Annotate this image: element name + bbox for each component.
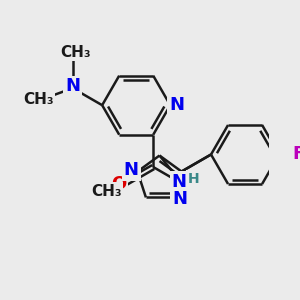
Text: CH₃: CH₃ [23,92,54,107]
Text: N: N [65,77,80,95]
Text: N: N [172,190,187,208]
Text: H: H [188,172,199,186]
Text: N: N [172,173,187,191]
Text: CH₃: CH₃ [91,184,122,199]
Text: N: N [124,161,139,179]
Text: N: N [169,96,184,114]
Text: CH₃: CH₃ [60,45,91,60]
Text: F: F [293,146,300,164]
Text: O: O [111,175,126,193]
